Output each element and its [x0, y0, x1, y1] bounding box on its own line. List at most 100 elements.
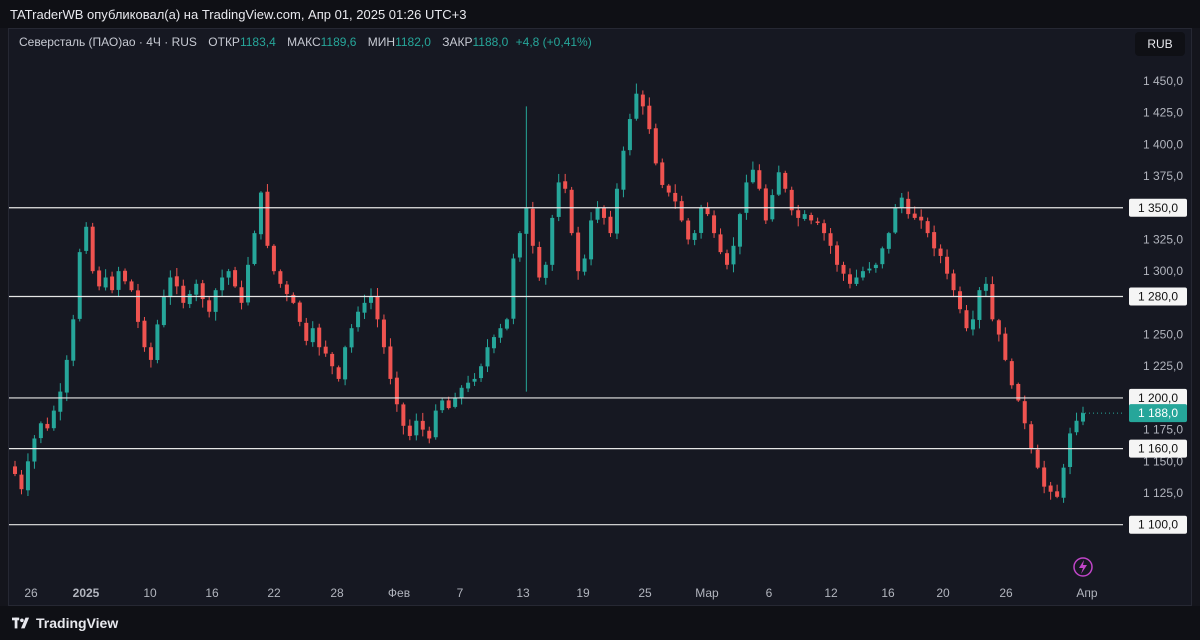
candle: [440, 397, 445, 413]
candle: [1061, 463, 1066, 503]
level-label: 1 280,0: [1138, 290, 1178, 304]
legend-close-value: 1188,0: [472, 35, 509, 49]
candle: [970, 310, 975, 336]
candle: [181, 279, 186, 309]
candle: [200, 279, 205, 308]
candle: [388, 338, 393, 385]
candle: [627, 113, 632, 156]
candle: [356, 306, 361, 332]
candle: [207, 296, 212, 318]
footer-brand: TradingView: [36, 615, 119, 631]
x-tick-label: 20: [936, 586, 950, 600]
candle: [103, 269, 108, 291]
candle: [847, 268, 852, 289]
candle: [323, 340, 328, 357]
level-label-box: [1129, 515, 1187, 534]
candle: [582, 254, 587, 276]
candle: [401, 402, 406, 435]
candle: [407, 419, 412, 441]
candle: [589, 212, 594, 266]
candle: [815, 217, 820, 226]
candle: [213, 288, 218, 321]
tradingview-logo-icon: [12, 617, 30, 629]
candle: [168, 270, 173, 305]
x-tick-label: 26: [999, 586, 1013, 600]
x-tick-label: 16: [881, 586, 895, 600]
candle: [116, 266, 121, 297]
candle: [233, 266, 238, 288]
candle: [692, 230, 697, 246]
x-tick-label: 2025: [73, 586, 100, 600]
candle: [375, 287, 380, 328]
candle: [977, 287, 982, 329]
candle: [246, 256, 251, 306]
candle: [491, 334, 496, 354]
candle: [174, 267, 179, 295]
x-tick-label: 26: [24, 586, 38, 600]
x-tick-label: Апр: [1076, 586, 1098, 600]
candle: [783, 170, 788, 193]
candle: [194, 279, 199, 302]
candle: [1048, 481, 1053, 500]
x-tick-label: 16: [205, 586, 219, 600]
candle: [58, 383, 63, 421]
candle: [258, 191, 263, 240]
legend-high-value: 1189,6: [320, 35, 357, 49]
lightning-icon[interactable]: [1073, 557, 1093, 577]
candlestick-chart[interactable]: 1 450,0 1 425,0 1 400,0 1 375,0 1 325,0 1 300…: [9, 29, 1193, 607]
level-label-box: [1129, 198, 1187, 217]
candle: [25, 453, 30, 497]
candle: [220, 269, 225, 297]
candle: [71, 314, 76, 367]
candle: [938, 244, 943, 264]
candle: [550, 214, 555, 271]
currency-button[interactable]: RUB: [1135, 32, 1185, 56]
candle: [38, 421, 43, 444]
candle: [569, 186, 574, 236]
candle: [919, 209, 924, 229]
candle: [110, 271, 115, 294]
candle: [317, 323, 322, 356]
candle: [1042, 460, 1047, 494]
candle: [453, 392, 458, 409]
candle: [595, 201, 600, 224]
candle: [291, 292, 296, 305]
candle: [123, 268, 128, 285]
candle: [1074, 412, 1079, 436]
candle: [990, 276, 995, 322]
candle: [537, 241, 542, 281]
candle: [744, 174, 749, 220]
candle: [19, 469, 24, 495]
legend-low-label: МИН: [367, 35, 396, 49]
candle: [556, 173, 561, 222]
candle: [427, 426, 432, 444]
candle: [789, 186, 794, 216]
candle: [330, 352, 335, 375]
legend-change-value: +4,8 (+0,41%): [515, 35, 592, 49]
candle: [653, 123, 658, 166]
y-tick-label: 1 425,0: [1143, 106, 1183, 120]
candle: [459, 385, 464, 405]
candle: [84, 222, 89, 254]
candle: [252, 230, 257, 266]
level-label: 1 160,0: [1138, 442, 1178, 456]
level-label-box: [1129, 287, 1187, 306]
x-tick-label: Фев: [388, 586, 410, 600]
candle: [414, 413, 419, 441]
x-tick-label: 7: [457, 586, 464, 600]
symbol-legend: Северсталь (ПАО)ао · 4Ч · RUS ОТКР1183,4…: [19, 35, 592, 49]
level-label-box: [1129, 439, 1187, 458]
candle: [996, 318, 1001, 342]
chart-panel[interactable]: 1 450,0 1 425,0 1 400,0 1 375,0 1 325,0 1 300…: [8, 28, 1192, 606]
candle: [725, 249, 729, 270]
candle: [13, 460, 17, 477]
candle: [712, 210, 717, 238]
candle: [343, 345, 348, 386]
candle: [737, 212, 742, 255]
candle: [964, 305, 969, 332]
candle: [142, 316, 147, 352]
candle: [828, 228, 833, 254]
candle: [265, 184, 270, 249]
candle: [45, 417, 50, 431]
candle: [1003, 327, 1008, 362]
